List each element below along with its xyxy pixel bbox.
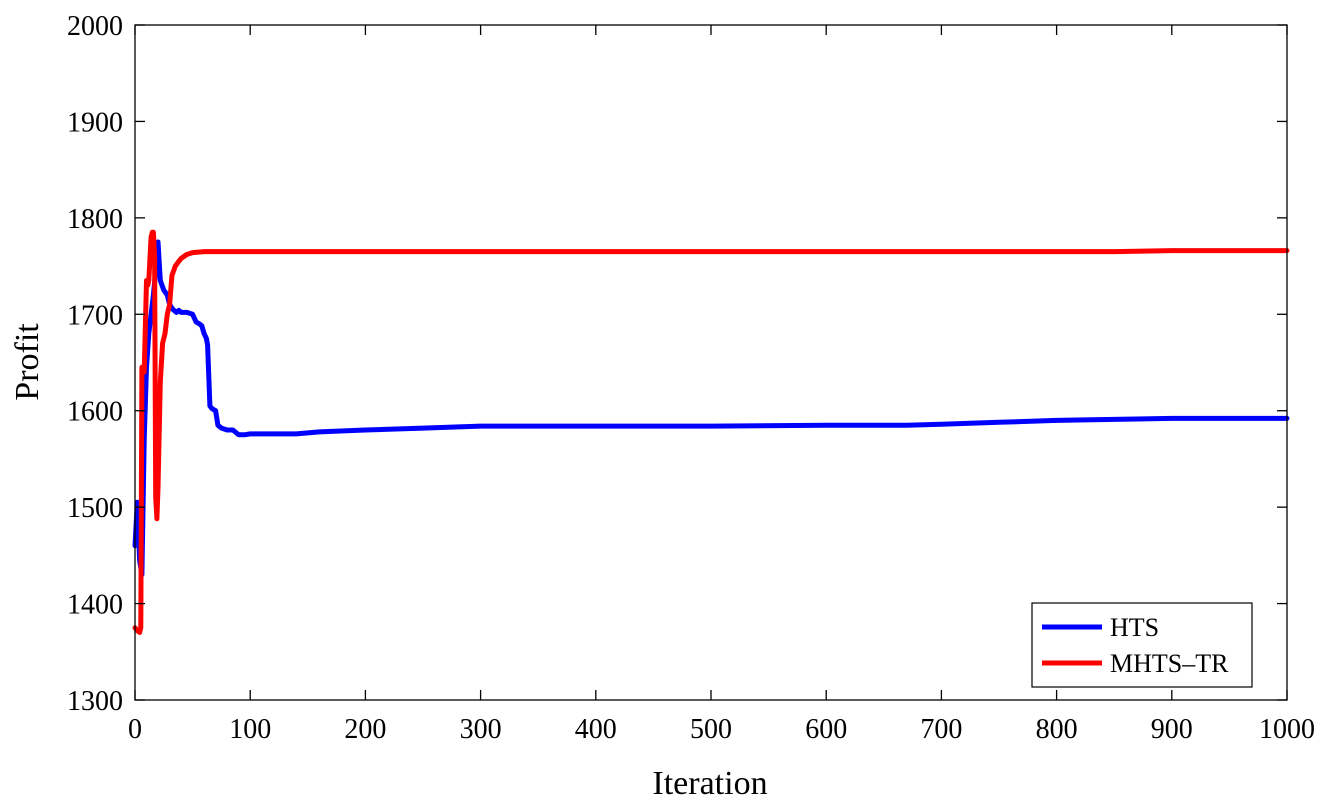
y-tick-label: 1800 [67,204,123,235]
x-tick-label: 1000 [1259,714,1315,745]
x-tick-label: 0 [128,714,142,745]
x-tick-label: 200 [344,714,386,745]
series-line-mhts-tr [132,229,1290,635]
legend-label-hts: HTS [1110,613,1159,642]
x-tick-label: 800 [1036,714,1078,745]
y-tick-label: 1400 [67,590,123,621]
legend: HTS MHTS–TR [1031,602,1253,688]
x-tick-label: 300 [460,714,502,745]
y-tick-label: 1600 [67,397,123,428]
plot-frame [134,24,1288,701]
x-tick-label: 500 [690,714,732,745]
y-axis-label: Profit [9,323,46,401]
x-tick-label: 400 [575,714,617,745]
y-tick-label: 2000 [67,11,123,42]
y-tick-label: 1700 [67,300,123,331]
legend-box [1031,602,1253,688]
x-tick-label: 100 [229,714,271,745]
plot-marks [132,229,1290,635]
series-line-hts [132,239,1290,578]
y-tick-label: 1900 [67,107,123,138]
axes: 0 100 200 300 400 500 600 700 800 900 1000 1300 1400… [67,11,1315,745]
y-tick-label: 1300 [67,686,123,717]
y-tick-label: 1500 [67,493,123,524]
legend-label-mhts-tr: MHTS–TR [1110,649,1229,678]
x-tick-label: 700 [920,714,962,745]
x-axis-label: Iteration [652,765,767,802]
x-tick-label: 900 [1151,714,1193,745]
x-tick-label: 600 [805,714,847,745]
